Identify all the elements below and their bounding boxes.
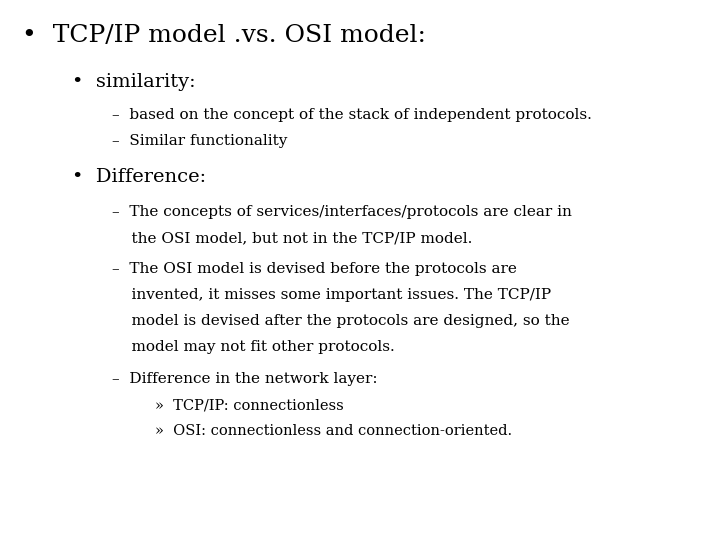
Text: –  Similar functionality: – Similar functionality <box>112 134 287 148</box>
Text: »  TCP/IP: connectionless: » TCP/IP: connectionless <box>155 399 343 413</box>
Text: model is devised after the protocols are designed, so the: model is devised after the protocols are… <box>112 314 570 328</box>
Text: –  based on the concept of the stack of independent protocols.: – based on the concept of the stack of i… <box>112 108 591 122</box>
Text: –  Difference in the network layer:: – Difference in the network layer: <box>112 372 377 386</box>
Text: •  similarity:: • similarity: <box>72 73 196 91</box>
Text: invented, it misses some important issues. The TCP/IP: invented, it misses some important issue… <box>112 288 551 302</box>
Text: model may not fit other protocols.: model may not fit other protocols. <box>112 340 395 354</box>
Text: »  OSI: connectionless and connection-oriented.: » OSI: connectionless and connection-ori… <box>155 424 512 438</box>
Text: •  TCP/IP model .vs. OSI model:: • TCP/IP model .vs. OSI model: <box>22 24 426 48</box>
Text: •  Difference:: • Difference: <box>72 168 206 186</box>
Text: –  The concepts of services/interfaces/protocols are clear in: – The concepts of services/interfaces/pr… <box>112 205 572 219</box>
Text: –  The OSI model is devised before the protocols are: – The OSI model is devised before the pr… <box>112 262 516 276</box>
Text: the OSI model, but not in the TCP/IP model.: the OSI model, but not in the TCP/IP mod… <box>112 231 472 245</box>
